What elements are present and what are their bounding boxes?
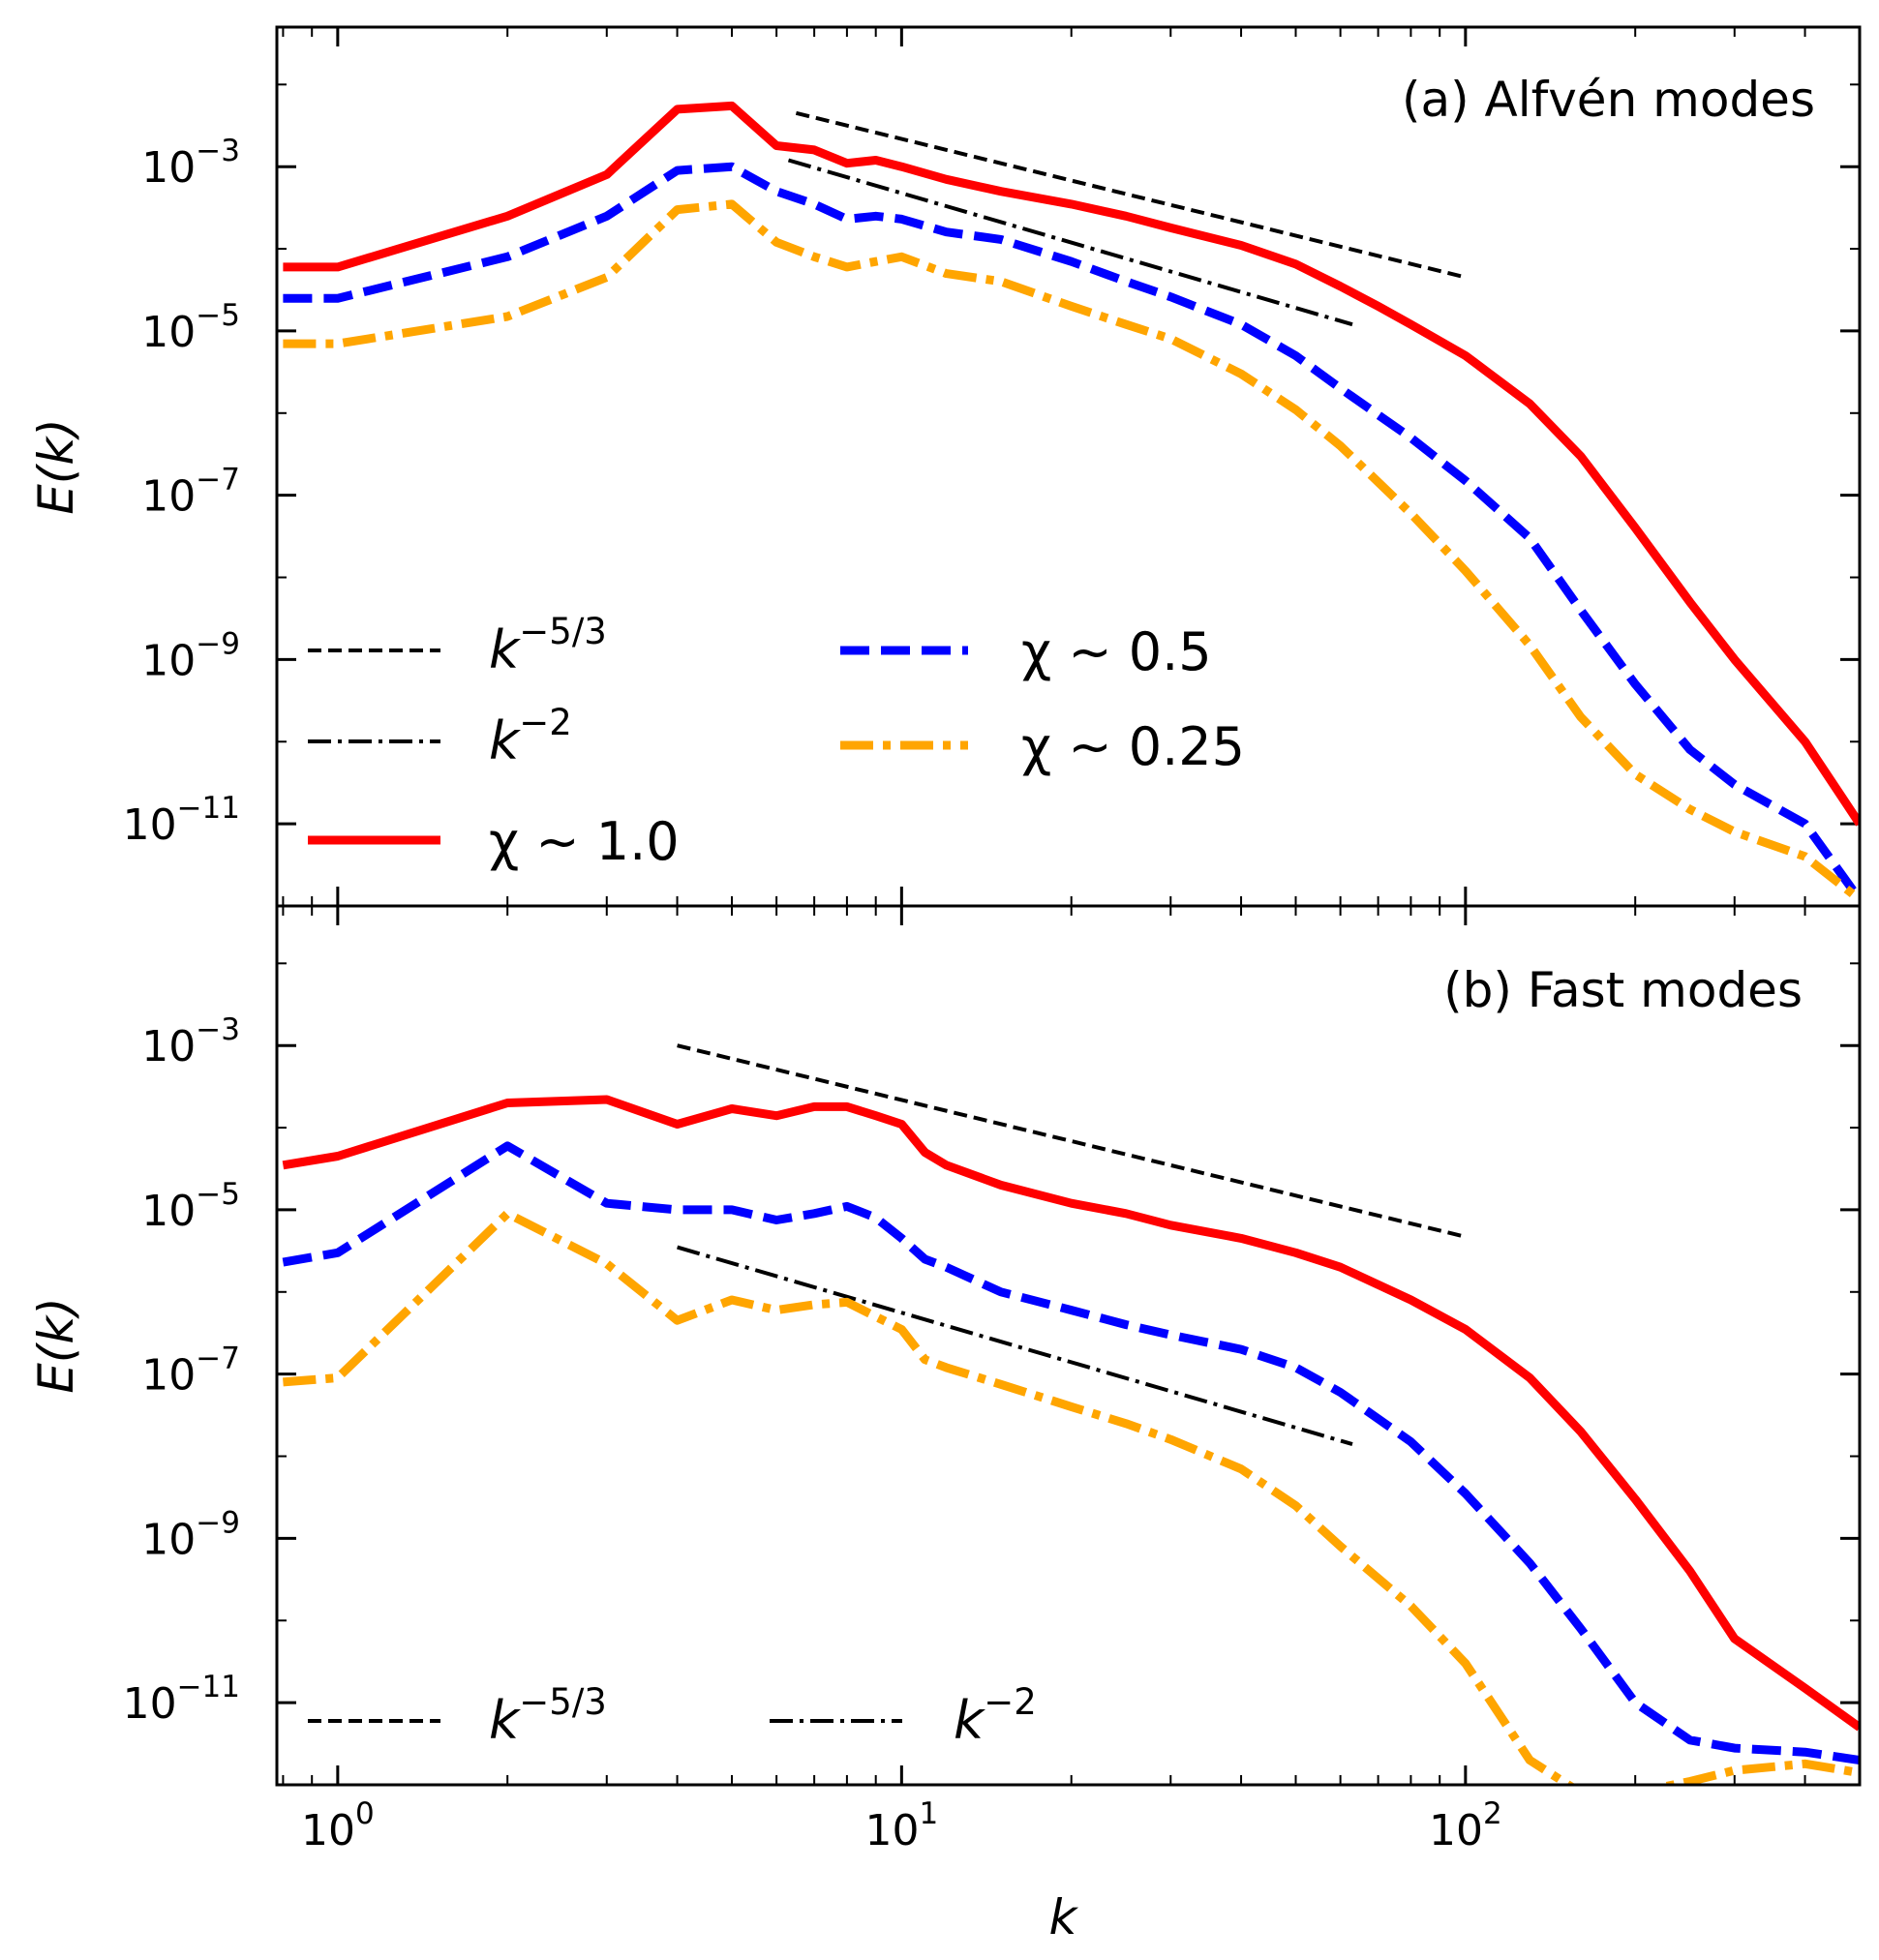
panel-a-ylabel: E(k) [28, 418, 84, 515]
legend-label-k-2-b: k−2 [954, 1681, 1037, 1751]
panel-b-legend: k−5/3 k−2 [308, 1681, 1037, 1751]
y-tick-label: 10−11 [123, 1670, 240, 1729]
series-line-3 [283, 162, 1860, 902]
panel-a-lines [283, 101, 1860, 903]
series-line-3 [282, 1141, 1860, 1764]
panel-b-xlabel: k [1049, 1889, 1079, 1945]
legend-item-chi-0-25: χ ~ 0.25 [840, 716, 1245, 777]
panel-a-annotation: (a) Alfvén modes [1402, 72, 1815, 128]
legend-item-chi-1-0: χ ~ 1.0 [308, 811, 680, 872]
y-tick-label: 10−5 [141, 1177, 240, 1236]
legend-item-k-2: k−2 [308, 702, 572, 771]
panel-a-major-ticks [277, 27, 1860, 906]
y-tick-label: 10−5 [141, 298, 240, 357]
y-tick-label: 10−7 [141, 463, 240, 522]
legend-item-k-5-3: k−5/3 [308, 611, 607, 680]
series-line-0 [795, 110, 1467, 280]
panel-fast-modes: 10−3 10−5 10−7 10−9 10−11 100 101 102 (b) Fast… [28, 904, 1862, 1945]
legend-item-k-2-b: k−2 [770, 1681, 1037, 1751]
panel-b-minor-ticks [277, 906, 1861, 1786]
series-line-1 [787, 158, 1353, 327]
series-line-1 [677, 1245, 1353, 1447]
panel-b-ylabel: E(k) [28, 1297, 84, 1394]
series-line-2 [282, 1095, 1860, 1732]
series-line-2 [283, 101, 1860, 827]
panel-b-annotation: (b) Fast modes [1443, 962, 1803, 1018]
x-tick-label: 102 [1429, 1796, 1502, 1855]
x-tick-label: 101 [864, 1796, 938, 1855]
panel-b-x-tick-labels: 100 101 102 [301, 1796, 1502, 1855]
legend-item-chi-0-5: χ ~ 0.5 [840, 621, 1212, 682]
legend-item-k-5-3-b: k−5/3 [308, 1681, 607, 1751]
panel-b-lines [282, 1043, 1860, 1785]
y-tick-label: 10−11 [123, 791, 240, 850]
y-tick-label: 10−9 [141, 626, 240, 685]
panel-a-legend: k−5/3 k−2 χ ~ 1.0 χ ~ 0.5 χ ~ 0.25 [308, 611, 1245, 872]
y-tick-label: 10−7 [141, 1342, 240, 1401]
legend-label-k-5-3-b: k−5/3 [489, 1681, 607, 1751]
panel-a-minor-ticks [277, 27, 1861, 907]
series-line-4 [283, 1209, 1860, 1785]
y-tick-label: 10−3 [141, 134, 240, 193]
panel-b-frame [275, 904, 1862, 1787]
series-line-4 [283, 199, 1860, 903]
panel-alfven-modes: 10−3 10−5 10−7 10−9 10−11 (a) Alfvén modes E… [28, 25, 1862, 908]
y-tick-label: 10−9 [141, 1505, 240, 1564]
x-tick-label: 100 [301, 1796, 375, 1855]
legend-label-chi-0-25: χ ~ 0.25 [1021, 716, 1245, 777]
panel-b-y-tick-labels: 10−3 10−5 10−7 10−9 10−11 [123, 1012, 240, 1729]
panel-b-major-ticks [277, 906, 1860, 1785]
y-tick-label: 10−3 [141, 1012, 240, 1071]
legend-label-k-5-3: k−5/3 [489, 611, 607, 680]
legend-label-k-2: k−2 [489, 702, 572, 771]
legend-label-chi-1-0: χ ~ 1.0 [489, 811, 680, 872]
panel-a-y-tick-labels: 10−3 10−5 10−7 10−9 10−11 [123, 134, 240, 850]
legend-label-chi-0-5: χ ~ 0.5 [1021, 621, 1212, 682]
series-line-0 [677, 1043, 1467, 1239]
